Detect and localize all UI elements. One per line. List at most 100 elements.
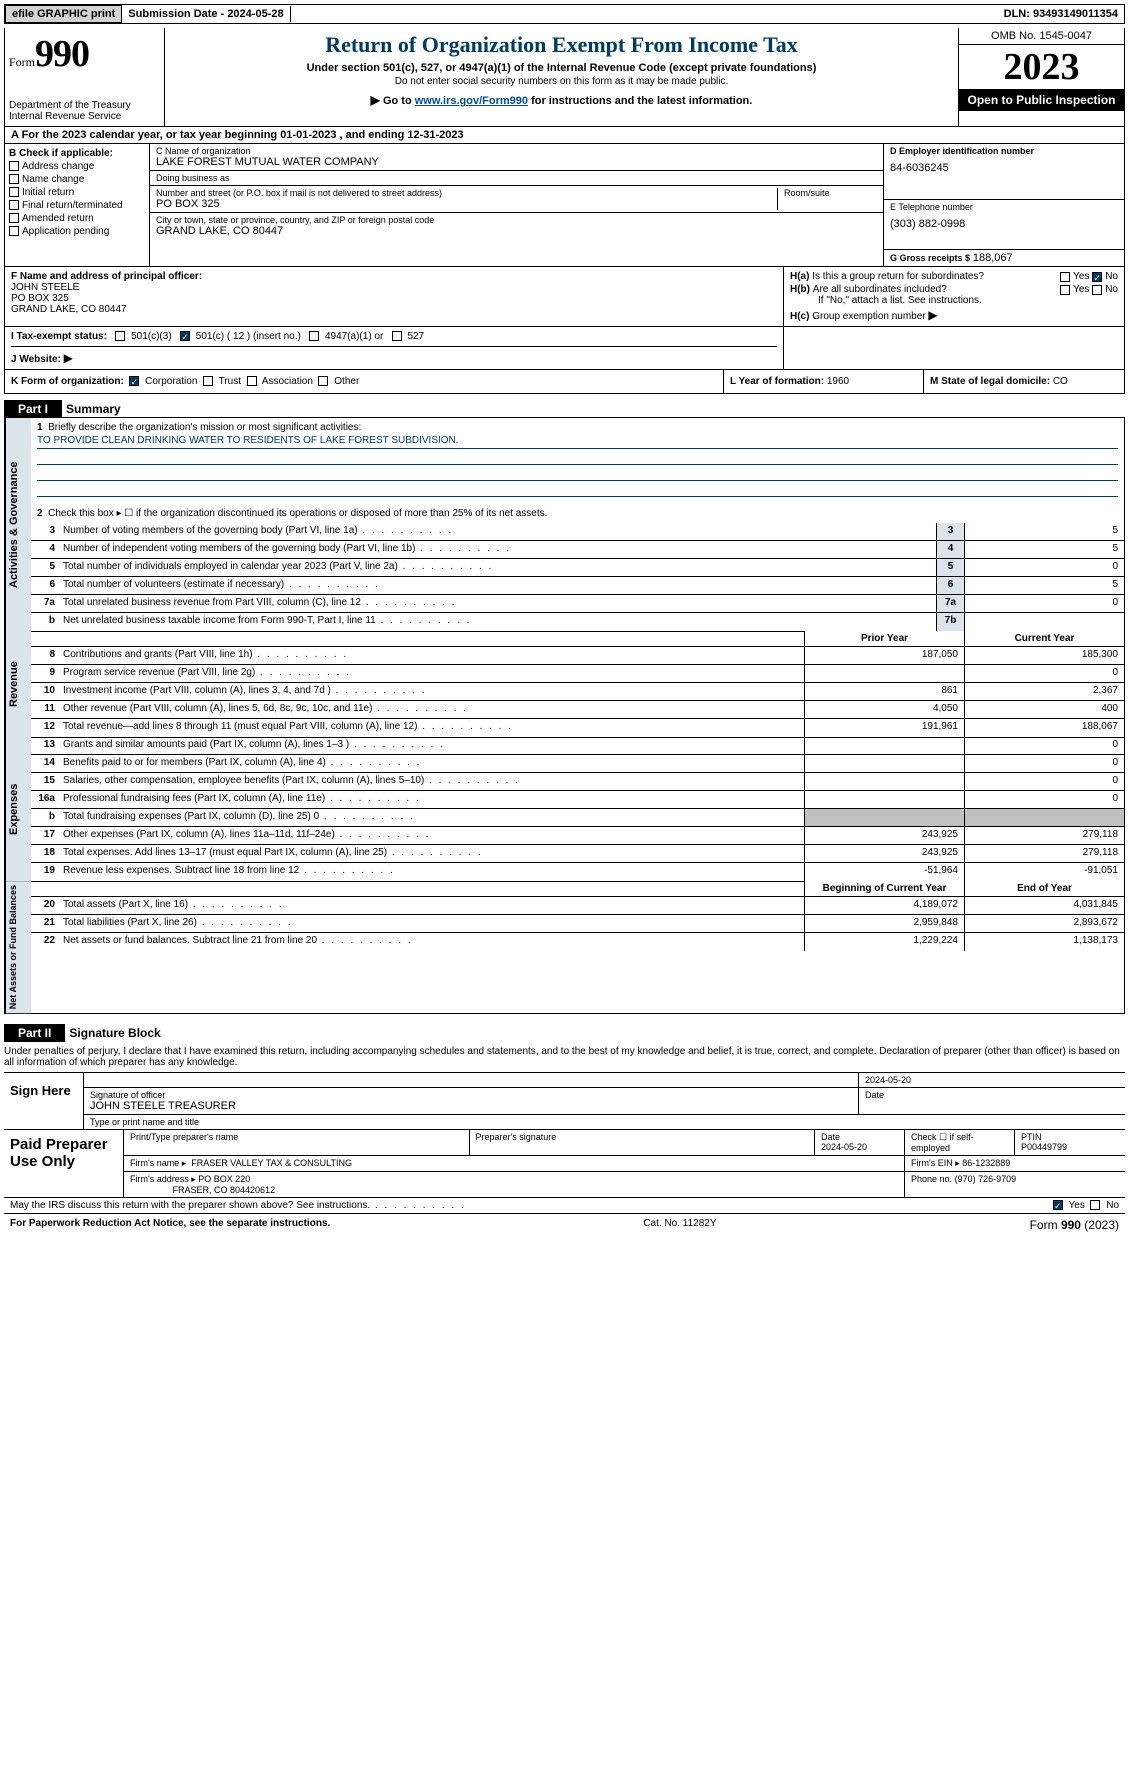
ssn-notice: Do not enter social security numbers on …: [171, 76, 952, 87]
prep-date-label: Date: [821, 1132, 840, 1142]
summary-line: 9 Program service revenue (Part VIII, li…: [31, 665, 1124, 683]
tax-year: 2023: [959, 45, 1124, 89]
summary-line: 8 Contributions and grants (Part VIII, l…: [31, 647, 1124, 665]
hdr-beginning-year: Beginning of Current Year: [804, 881, 964, 896]
firm-addr2: FRASER, CO 804420612: [173, 1185, 276, 1195]
side-net-assets: Net Assets or Fund Balances: [5, 881, 31, 1013]
opt-4947: 4947(a)(1) or: [325, 331, 383, 342]
cb-amended[interactable]: [9, 213, 19, 223]
summary-line: 18 Total expenses. Add lines 13–17 (must…: [31, 845, 1124, 863]
perjury-statement: Under penalties of perjury, I declare th…: [4, 1042, 1125, 1073]
sign-here-label: Sign Here: [4, 1073, 84, 1129]
row-i-label: I Tax-exempt status:: [11, 331, 107, 342]
cb-corp[interactable]: ✓: [129, 376, 139, 386]
cb-name-change[interactable]: [9, 174, 19, 184]
hdr-prior-year: Prior Year: [804, 631, 964, 646]
summary-line: 20 Total assets (Part X, line 16) 4,189,…: [31, 897, 1124, 915]
cb-assoc[interactable]: [247, 376, 257, 386]
summary-line: b Net unrelated business taxable income …: [31, 613, 1124, 631]
efile-print-button[interactable]: efile GRAPHIC print: [5, 5, 122, 23]
cb-address-change[interactable]: [9, 161, 19, 171]
cb-final-return[interactable]: [9, 200, 19, 210]
firm-ein-label: Firm's EIN ▸: [911, 1158, 960, 1168]
open-inspection: Open to Public Inspection: [959, 89, 1124, 111]
opt-527: 527: [407, 331, 424, 342]
ha-text: Is this a group return for subordinates?: [812, 271, 1060, 282]
side-expenses: Expenses: [5, 737, 31, 881]
firm-phone: (970) 726-9709: [955, 1174, 1017, 1184]
row-m-label: M State of legal domicile:: [930, 376, 1050, 387]
gross-value: 188,067: [973, 252, 1013, 264]
cb-4947[interactable]: [309, 331, 319, 341]
sig-date: 2024-05-20: [859, 1073, 1125, 1087]
summary-line: 4 Number of independent voting members o…: [31, 541, 1124, 559]
omb-number: OMB No. 1545-0047: [959, 28, 1124, 45]
cb-527[interactable]: [392, 331, 402, 341]
firm-phone-label: Phone no.: [911, 1174, 952, 1184]
opt-corp: Corporation: [145, 376, 197, 387]
goto-post: for instructions and the latest informat…: [528, 95, 752, 107]
may-discuss: May the IRS discuss this return with the…: [10, 1200, 1053, 1211]
may-yes: Yes: [1069, 1200, 1085, 1211]
self-emp: Check ☐ if self-employed: [905, 1130, 1015, 1155]
form-subtitle: Under section 501(c), 527, or 4947(a)(1)…: [171, 62, 952, 74]
firm-name-label: Firm's name ▸: [130, 1158, 186, 1168]
row-l-label: L Year of formation:: [730, 376, 824, 387]
opt-501c3: 501(c)(3): [131, 331, 172, 342]
summary-line: 15 Salaries, other compensation, employe…: [31, 773, 1124, 791]
paid-preparer-label: Paid Preparer Use Only: [4, 1130, 124, 1197]
cb-hb-no[interactable]: [1092, 285, 1102, 295]
sig-officer-label: Signature of officer: [90, 1090, 852, 1100]
cb-other[interactable]: [318, 376, 328, 386]
cb-501c3[interactable]: [115, 331, 125, 341]
summary-line: 3 Number of voting members of the govern…: [31, 523, 1124, 541]
summary-line: 7a Total unrelated business revenue from…: [31, 595, 1124, 613]
part2-header: Part II: [4, 1024, 65, 1042]
summary-line: 14 Benefits paid to or for members (Part…: [31, 755, 1124, 773]
cb-may-no[interactable]: [1090, 1200, 1100, 1210]
prep-name-label: Print/Type preparer's name: [124, 1130, 470, 1155]
officer-addr2: GRAND LAKE, CO 80447: [11, 304, 777, 315]
row-k-label: K Form of organization:: [11, 376, 124, 387]
arrow-icon: ▶: [64, 351, 73, 365]
hb-yes: Yes: [1073, 284, 1089, 295]
ein-value: 84-6036245: [890, 162, 1118, 174]
addr-value: PO BOX 325: [156, 198, 777, 210]
officer-name: JOHN STEELE: [11, 282, 777, 293]
cb-501c[interactable]: ✓: [180, 331, 190, 341]
officer-addr1: PO BOX 325: [11, 293, 777, 304]
hb-prefix: H(b): [790, 284, 810, 295]
summary-line: 5 Total number of individuals employed i…: [31, 559, 1124, 577]
cb-app-pending[interactable]: [9, 226, 19, 236]
mission-text: TO PROVIDE CLEAN DRINKING WATER TO RESID…: [37, 435, 1118, 449]
form-title: Return of Organization Exempt From Incom…: [171, 32, 952, 58]
city-value: GRAND LAKE, CO 80447: [156, 225, 877, 237]
cb-ha-yes[interactable]: [1060, 272, 1070, 282]
top-bar: efile GRAPHIC print Submission Date - 20…: [4, 4, 1125, 24]
hb-no: No: [1105, 284, 1118, 295]
row-j-label: J Website:: [11, 354, 61, 365]
form-header: Form990 Department of the Treasury Inter…: [4, 28, 1125, 127]
cb-may-yes[interactable]: ✓: [1053, 1200, 1063, 1210]
cb-initial-return[interactable]: [9, 187, 19, 197]
opt-trust: Trust: [219, 376, 241, 387]
phone-label: E Telephone number: [890, 202, 1118, 212]
cb-trust[interactable]: [203, 376, 213, 386]
opt-amended: Amended return: [22, 213, 94, 224]
summary-line: 16a Professional fundraising fees (Part …: [31, 791, 1124, 809]
hb-text: Are all subordinates included?: [813, 284, 1060, 295]
gross-label: G Gross receipts $: [890, 253, 970, 263]
summary-line: 13 Grants and similar amounts paid (Part…: [31, 737, 1124, 755]
irs-link[interactable]: www.irs.gov/Form990: [415, 95, 528, 107]
opt-other: Other: [334, 376, 359, 387]
opt-initial: Initial return: [22, 187, 74, 198]
opt-final: Final return/terminated: [22, 200, 123, 211]
summary-line: 21 Total liabilities (Part X, line 26) 2…: [31, 915, 1124, 933]
summary-line: 22 Net assets or fund balances. Subtract…: [31, 933, 1124, 951]
paperwork-notice: For Paperwork Reduction Act Notice, see …: [10, 1218, 330, 1232]
hdr-current-year: Current Year: [964, 631, 1124, 646]
cb-hb-yes[interactable]: [1060, 285, 1070, 295]
hc-text: Group exemption number: [812, 311, 925, 322]
cb-ha-no[interactable]: ✓: [1092, 272, 1102, 282]
form-word: Form: [9, 55, 35, 69]
